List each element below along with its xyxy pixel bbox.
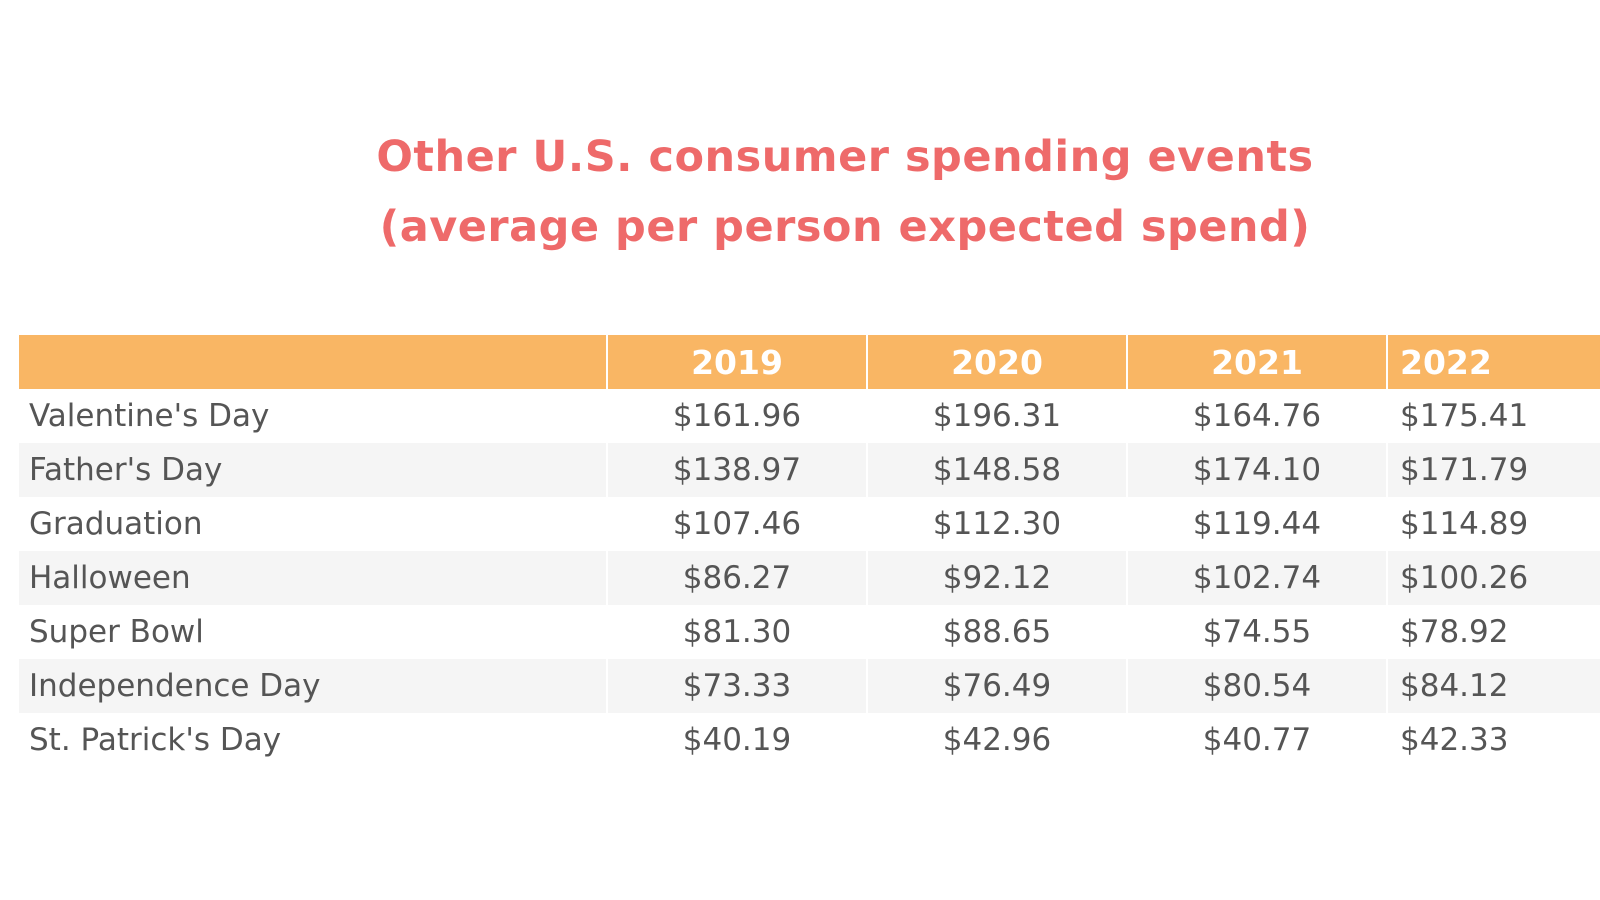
spend-value-cell: $42.96 [866, 713, 1127, 767]
event-name-cell: Halloween [19, 551, 607, 605]
table-row: Halloween $86.27 $92.12 $102.74 $100.26 [19, 551, 1600, 605]
chart-subtitle: (average per person expected spend) [379, 202, 1311, 252]
chart-title: Other U.S. consumer spending events [376, 132, 1314, 182]
table-row: Valentine's Day $161.96 $196.31 $164.76 $175… [19, 389, 1600, 443]
spend-value-cell: $73.33 [606, 659, 867, 713]
spend-value-cell: $171.79 [1386, 443, 1600, 497]
spend-value-cell: $102.74 [1126, 551, 1387, 605]
event-name-cell: Independence Day [19, 659, 607, 713]
spend-value-cell: $164.76 [1126, 389, 1387, 443]
spending-table: 2019 2020 2021 2022 Valentine's Day $161.… [19, 335, 1600, 767]
spend-value-cell: $86.27 [606, 551, 867, 605]
header-year-2020: 2020 [866, 335, 1127, 389]
event-name-cell: Father's Day [19, 443, 607, 497]
spend-value-cell: $92.12 [866, 551, 1127, 605]
table-row: Super Bowl $81.30 $88.65 $74.55 $78.92 [19, 605, 1600, 659]
table-row: Independence Day $73.33 $76.49 $80.54 $84.12 [19, 659, 1600, 713]
spend-value-cell: $107.46 [606, 497, 867, 551]
spend-value-cell: $100.26 [1386, 551, 1600, 605]
spend-value-cell: $175.41 [1386, 389, 1600, 443]
spend-value-cell: $74.55 [1126, 605, 1387, 659]
spend-value-cell: $148.58 [866, 443, 1127, 497]
spend-value-cell: $84.12 [1386, 659, 1600, 713]
spend-value-cell: $196.31 [866, 389, 1127, 443]
spend-value-cell: $112.30 [866, 497, 1127, 551]
table-row: Father's Day $138.97 $148.58 $174.10 $171.79 [19, 443, 1600, 497]
table-row: Graduation $107.46 $112.30 $119.44 $114.89 [19, 497, 1600, 551]
spend-value-cell: $81.30 [606, 605, 867, 659]
header-event-column [19, 335, 607, 389]
spend-value-cell: $88.65 [866, 605, 1127, 659]
spend-value-cell: $114.89 [1386, 497, 1600, 551]
spend-value-cell: $119.44 [1126, 497, 1387, 551]
event-name-cell: Super Bowl [29, 614, 204, 650]
table-header-row: 2019 2020 2021 2022 [19, 335, 1600, 389]
spend-value-cell: $40.77 [1126, 713, 1387, 767]
header-year-2022: 2022 [1386, 335, 1600, 389]
spend-value-cell: $80.54 [1126, 659, 1387, 713]
header-year-2019: 2019 [606, 335, 867, 389]
spend-value-cell: $40.19 [606, 713, 867, 767]
spend-value-cell: $174.10 [1126, 443, 1387, 497]
table-body: Valentine's Day $161.96 $196.31 $164.76 $175… [19, 389, 1600, 767]
spend-value-cell: $76.49 [866, 659, 1127, 713]
spend-value-cell: $78.92 [1386, 605, 1600, 659]
header-year-2021: 2021 [1126, 335, 1387, 389]
spend-value-cell: $42.33 [1386, 713, 1600, 767]
event-name-cell: Graduation [29, 506, 203, 542]
spend-value-cell: $161.96 [606, 389, 867, 443]
event-name-cell: St. Patrick's Day [29, 722, 282, 758]
table-row: St. Patrick's Day $40.19 $42.96 $40.77 $42.3… [19, 713, 1600, 767]
event-name-cell: Valentine's Day [29, 398, 270, 434]
spend-value-cell: $138.97 [606, 443, 867, 497]
